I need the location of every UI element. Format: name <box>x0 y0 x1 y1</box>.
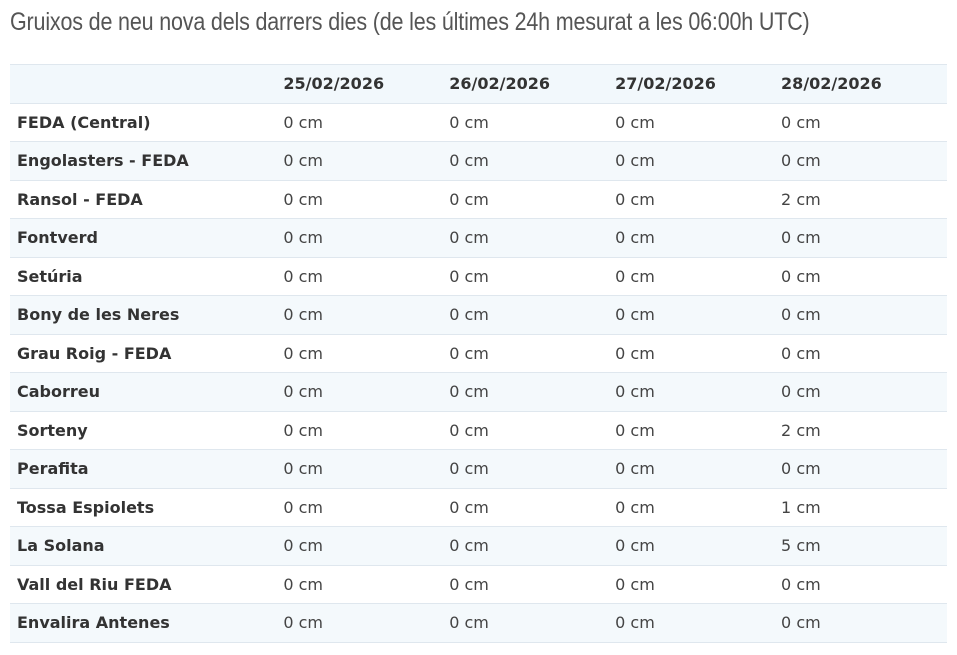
snow-value: 2 cm <box>781 410 947 450</box>
header-date: 26/02/2026 <box>449 64 616 103</box>
snow-value: 0 cm <box>449 333 616 373</box>
header-date: 25/02/2026 <box>283 64 450 103</box>
snow-value: 0 cm <box>781 564 947 604</box>
snow-value: 0 cm <box>449 487 616 527</box>
snow-depth-table: 25/02/2026 26/02/2026 27/02/2026 28/02/2… <box>10 64 947 643</box>
snow-value: 0 cm <box>449 295 616 334</box>
snow-value: 0 cm <box>781 372 947 411</box>
snow-value: 0 cm <box>615 179 782 219</box>
snow-value: 0 cm <box>615 449 782 488</box>
snow-value: 0 cm <box>449 102 616 142</box>
header-station <box>10 64 284 103</box>
page-title: Gruixos de neu nova dels darrers dies (d… <box>10 8 810 36</box>
snow-value: 0 cm <box>781 295 947 334</box>
snow-value: 2 cm <box>781 179 947 219</box>
snow-value: 0 cm <box>449 526 616 565</box>
snow-value: 0 cm <box>615 102 782 142</box>
station-name: Bony de les Neres <box>10 295 284 334</box>
snow-value: 0 cm <box>615 564 782 604</box>
snow-value: 0 cm <box>449 564 616 604</box>
station-name: Engolasters - FEDA <box>10 141 284 180</box>
snow-value: 0 cm <box>449 218 616 257</box>
station-name: Tossa Espiolets <box>10 487 284 527</box>
station-name: Setúria <box>10 256 284 296</box>
table-row: Vall del Riu FEDA 0 cm 0 cm 0 cm 0 cm <box>10 564 947 604</box>
header-date: 28/02/2026 <box>781 64 947 103</box>
snow-value: 1 cm <box>781 487 947 527</box>
station-name: Perafita <box>10 449 284 488</box>
snow-value: 0 cm <box>615 333 782 373</box>
table-row: La Solana 0 cm 0 cm 0 cm 5 cm <box>10 526 947 565</box>
station-name: Caborreu <box>10 372 284 411</box>
table-row: Setúria 0 cm 0 cm 0 cm 0 cm <box>10 256 947 296</box>
header-date: 27/02/2026 <box>615 64 782 103</box>
snow-value: 0 cm <box>283 564 450 604</box>
snow-value: 0 cm <box>781 449 947 488</box>
snow-value: 0 cm <box>781 218 947 257</box>
snow-value: 0 cm <box>615 218 782 257</box>
snow-value: 0 cm <box>781 256 947 296</box>
snow-value: 0 cm <box>283 487 450 527</box>
snow-value: 0 cm <box>283 333 450 373</box>
snow-value: 0 cm <box>781 141 947 180</box>
snow-value: 0 cm <box>615 603 782 643</box>
header-row: 25/02/2026 26/02/2026 27/02/2026 28/02/2… <box>10 64 947 103</box>
snow-value: 0 cm <box>449 372 616 411</box>
snow-value: 0 cm <box>283 141 450 180</box>
snow-value: 0 cm <box>283 179 450 219</box>
snow-value: 0 cm <box>615 141 782 180</box>
snow-value: 0 cm <box>615 256 782 296</box>
snow-value: 0 cm <box>283 295 450 334</box>
snow-value: 0 cm <box>283 256 450 296</box>
snow-value: 0 cm <box>283 218 450 257</box>
snow-value: 0 cm <box>283 102 450 142</box>
station-name: Ransol - FEDA <box>10 179 284 219</box>
snow-value: 0 cm <box>449 179 616 219</box>
snow-value: 0 cm <box>283 526 450 565</box>
snow-value: 0 cm <box>449 256 616 296</box>
table-row: Tossa Espiolets 0 cm 0 cm 0 cm 1 cm <box>10 487 947 527</box>
snow-value: 0 cm <box>781 603 947 643</box>
snow-value: 0 cm <box>615 410 782 450</box>
snow-value: 0 cm <box>283 449 450 488</box>
snow-value: 0 cm <box>615 295 782 334</box>
station-name: Grau Roig - FEDA <box>10 333 284 373</box>
snow-value: 5 cm <box>781 526 947 565</box>
table-row: FEDA (Central) 0 cm 0 cm 0 cm 0 cm <box>10 102 947 142</box>
snow-value: 0 cm <box>781 102 947 142</box>
table-row: Ransol - FEDA 0 cm 0 cm 0 cm 2 cm <box>10 179 947 219</box>
table-row: Caborreu 0 cm 0 cm 0 cm 0 cm <box>10 372 947 411</box>
table-row: Fontverd 0 cm 0 cm 0 cm 0 cm <box>10 218 947 257</box>
table-row: Engolasters - FEDA 0 cm 0 cm 0 cm 0 cm <box>10 141 947 180</box>
snow-value: 0 cm <box>781 333 947 373</box>
table-row: Perafita 0 cm 0 cm 0 cm 0 cm <box>10 449 947 488</box>
station-name: Vall del Riu FEDA <box>10 564 284 604</box>
table-row: Sorteny 0 cm 0 cm 0 cm 2 cm <box>10 410 947 450</box>
table-row: Bony de les Neres 0 cm 0 cm 0 cm 0 cm <box>10 295 947 334</box>
snow-value: 0 cm <box>615 372 782 411</box>
snow-value: 0 cm <box>449 603 616 643</box>
snow-value: 0 cm <box>283 410 450 450</box>
table-row: Envalira Antenes 0 cm 0 cm 0 cm 0 cm <box>10 603 947 643</box>
station-name: Fontverd <box>10 218 284 257</box>
station-name: La Solana <box>10 526 284 565</box>
snow-value: 0 cm <box>283 372 450 411</box>
station-name: Envalira Antenes <box>10 603 284 643</box>
snow-value: 0 cm <box>449 449 616 488</box>
snow-value: 0 cm <box>449 141 616 180</box>
snow-value: 0 cm <box>283 603 450 643</box>
snow-value: 0 cm <box>615 487 782 527</box>
snow-value: 0 cm <box>449 410 616 450</box>
station-name: FEDA (Central) <box>10 102 284 142</box>
station-name: Sorteny <box>10 410 284 450</box>
snow-value: 0 cm <box>615 526 782 565</box>
table-row: Grau Roig - FEDA 0 cm 0 cm 0 cm 0 cm <box>10 333 947 373</box>
